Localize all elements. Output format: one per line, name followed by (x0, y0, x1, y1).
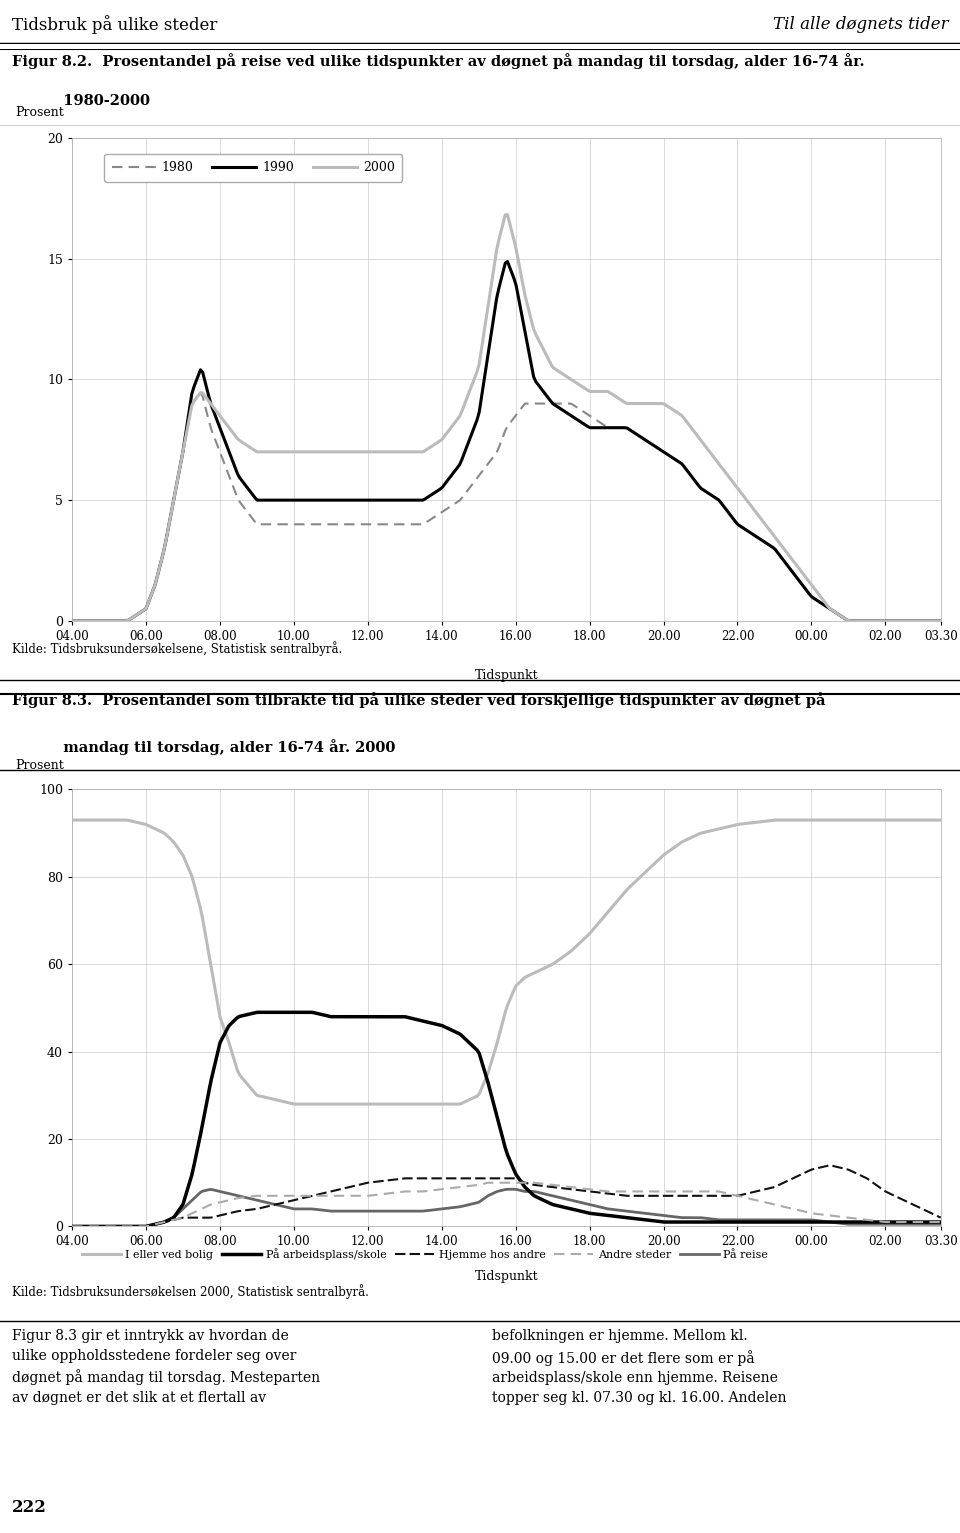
Text: 222: 222 (12, 1499, 46, 1516)
Text: Tidspunkt: Tidspunkt (474, 1269, 539, 1283)
Text: Til alle døgnets tider: Til alle døgnets tider (773, 15, 948, 32)
Text: Figur 8.3.  Prosentandel som tilbrakte tid på ulike steder ved forskjellige tids: Figur 8.3. Prosentandel som tilbrakte ti… (12, 693, 825, 708)
Text: befolkningen er hjemme. Mellom kl.
09.00 og 15.00 er det flere som er på
arbeids: befolkningen er hjemme. Mellom kl. 09.00… (492, 1329, 786, 1404)
Legend: 1980, 1990, 2000: 1980, 1990, 2000 (105, 153, 402, 182)
Text: Kilde: Tidsbruksundersøkelsen 2000, Statistisk sentralbyrå.: Kilde: Tidsbruksundersøkelsen 2000, Stat… (12, 1285, 369, 1298)
Text: Prosent: Prosent (15, 106, 64, 118)
Text: Tidspunkt: Tidspunkt (474, 668, 539, 682)
Text: Prosent: Prosent (15, 759, 64, 773)
Text: Tidsbruk på ulike steder: Tidsbruk på ulike steder (12, 15, 217, 34)
Text: mandag til torsdag, alder 16-74 år. 2000: mandag til torsdag, alder 16-74 år. 2000 (12, 739, 395, 754)
Legend: I eller ved bolig, På arbeidsplass/skole, Hjemme hos andre, Andre steder, På rei: I eller ved bolig, På arbeidsplass/skole… (78, 1243, 773, 1265)
Text: Kilde: Tidsbruksundersøkelsene, Statistisk sentralbyrå.: Kilde: Tidsbruksundersøkelsene, Statisti… (12, 641, 342, 656)
Text: Figur 8.2.  Prosentandel på reise ved ulike tidspunkter av døgnet på mandag til : Figur 8.2. Prosentandel på reise ved uli… (12, 52, 864, 69)
Text: 1980-2000: 1980-2000 (12, 94, 150, 107)
Text: Figur 8.3 gir et inntrykk av hvordan de
ulike oppholdsstedene fordeler seg over
: Figur 8.3 gir et inntrykk av hvordan de … (12, 1329, 320, 1404)
